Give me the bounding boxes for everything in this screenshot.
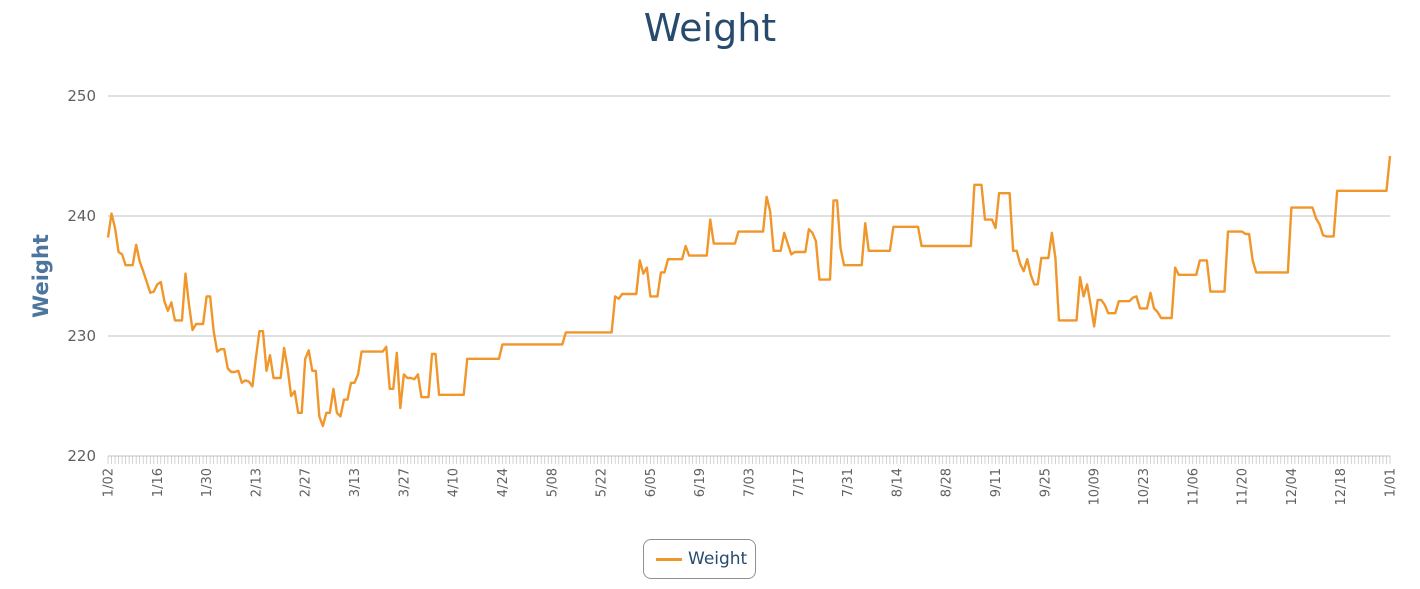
y-tick-label: 240 <box>67 207 96 225</box>
ticks <box>107 456 1391 464</box>
x-tick-label: 6/19 <box>693 468 708 497</box>
legend[interactable]: Weight <box>643 539 756 579</box>
gridlines <box>108 95 1390 457</box>
y-tick-label: 230 <box>67 327 96 345</box>
y-axis-title: Weight <box>29 234 53 318</box>
legend-swatch <box>656 557 682 561</box>
x-tick-labels: 1/02 1/16 1/30 2/13 2/27 3/13 3/27 4/10 4/24 5/08… <box>102 468 1399 505</box>
y-tick-labels: 220 230 240 250 <box>67 87 96 465</box>
x-tick-label: 1/16 <box>151 468 166 497</box>
x-tick-label: 3/27 <box>397 468 412 497</box>
x-tick-label: 10/09 <box>1088 468 1103 505</box>
x-tick-label: 9/25 <box>1038 468 1053 497</box>
x-tick-label: 9/11 <box>989 468 1004 497</box>
x-tick-label: 1/02 <box>102 468 117 497</box>
x-tick-label: 4/24 <box>496 468 511 497</box>
x-tick-label: 6/05 <box>644 468 659 497</box>
x-tick-label: 2/27 <box>299 468 314 497</box>
x-tick-label: 5/08 <box>545 468 560 497</box>
x-tick-label: 10/23 <box>1137 468 1152 505</box>
x-tick-label: 11/06 <box>1186 468 1201 505</box>
x-tick-label: 11/20 <box>1236 468 1251 505</box>
x-tick-label: 3/13 <box>348 468 363 497</box>
x-tick-label: 8/14 <box>890 468 905 497</box>
x-tick-label: 7/31 <box>841 468 856 497</box>
legend-label: Weight <box>688 549 748 569</box>
y-tick-label: 250 <box>67 87 96 105</box>
x-tick-label: 5/22 <box>595 468 610 497</box>
series-line-weight <box>106 155 1392 428</box>
chart-title: Weight <box>643 6 777 50</box>
y-tick-label: 220 <box>67 447 96 465</box>
x-tick-label: 12/18 <box>1334 468 1349 505</box>
x-tick-label: 2/13 <box>249 468 264 497</box>
x-tick-label: 4/10 <box>447 468 462 497</box>
x-tick-label: 1/30 <box>200 468 215 497</box>
x-tick-label: 12/04 <box>1285 468 1300 505</box>
x-tick-label: 7/03 <box>743 468 758 497</box>
x-tick-label: 8/28 <box>940 468 955 497</box>
x-tick-label: 1/01 <box>1384 468 1399 497</box>
x-tick-label: 7/17 <box>792 468 807 497</box>
